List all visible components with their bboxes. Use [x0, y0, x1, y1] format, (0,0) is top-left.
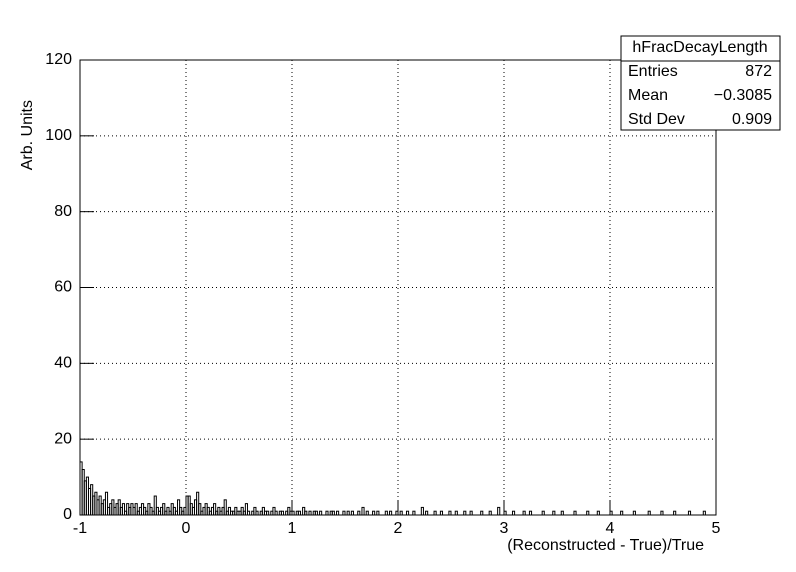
stats-box: hFracDecayLength Entries 872 Mean −0.3085 St…: [620, 35, 781, 131]
y-axis-label: Arb. Units: [19, 100, 36, 170]
x-tick-label: 0: [182, 520, 191, 537]
y-tick-label: 20: [54, 430, 72, 447]
stats-label: Entries: [628, 63, 678, 80]
stats-frame: [620, 35, 781, 131]
stats-value: −0.3085: [714, 87, 772, 104]
x-tick-label: 5: [712, 520, 721, 537]
y-tick-label: 80: [54, 203, 72, 220]
x-tick-label: 1: [288, 520, 297, 537]
x-tick-label: 3: [500, 520, 509, 537]
plot-frame: [79, 59, 717, 516]
y-tick-label: 100: [45, 127, 72, 144]
y-tick-label: 120: [45, 51, 72, 68]
stats-title: hFracDecayLength: [632, 39, 767, 56]
y-tick-label: 40: [54, 355, 72, 372]
y-tick-label: 60: [54, 279, 72, 296]
stats-value: 872: [745, 63, 772, 80]
stats-value: 0.909: [732, 111, 772, 128]
stats-label: Mean: [628, 87, 668, 104]
x-axis-label: (Reconstructed - True)/True: [507, 537, 704, 554]
x-tick-label: 2: [394, 520, 403, 537]
y-tick-label: 0: [63, 506, 72, 523]
stats-label: Std Dev: [628, 111, 685, 128]
x-tick-label: 4: [606, 520, 615, 537]
x-tick-label: -1: [73, 520, 87, 537]
